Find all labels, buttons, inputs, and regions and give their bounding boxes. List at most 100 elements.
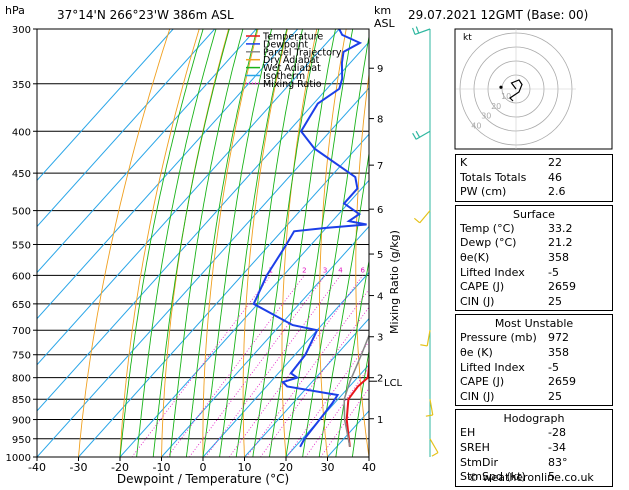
mixing-ratio-line — [132, 275, 271, 457]
mu-value: 972 — [548, 331, 608, 346]
mixing-ratio-label: 8 — [377, 266, 381, 274]
surface-value: -5 — [548, 266, 608, 281]
pressure-tick-label: 700 — [12, 326, 31, 337]
wind-barb-flag — [416, 27, 418, 34]
surface-label: Lifted Index — [460, 266, 525, 281]
axes: 300 350 400 450 500 550 600 650 700 750 800 850 900 9… — [6, 25, 403, 474]
wind-barb-flag — [416, 131, 420, 137]
km-tick-label: 4 — [377, 292, 383, 303]
mixing-ratio-label: 20 — [430, 266, 439, 274]
wind-barb-flag — [413, 28, 415, 35]
dry-adiabat-line — [162, 29, 229, 457]
temperature-tick-label: 40 — [362, 461, 376, 474]
datetime-title: 29.07.2021 12GMT (Base: 00) — [408, 8, 588, 22]
most-unstable-box: Most Unstable Pressure (mb)972 θe (K)358… — [455, 314, 613, 406]
hodo-value: -34 — [548, 441, 608, 456]
mu-row: Lifted Index -5 — [460, 361, 608, 376]
surface-title: Surface — [460, 207, 608, 222]
location-title: 37°14'N 266°23'W 386m ASL — [57, 8, 234, 22]
pressure-tick-label: 550 — [12, 240, 31, 251]
km-tick-label: 6 — [377, 205, 383, 216]
surface-value: 25 — [548, 295, 608, 310]
km-tick-label: 8 — [377, 115, 383, 126]
pressure-tick-label: 500 — [12, 207, 31, 218]
temperature-tick-label: -40 — [28, 461, 46, 474]
surface-value: 21.2 — [548, 236, 608, 251]
pressure-tick-label: 600 — [12, 271, 31, 282]
hodograph-unit: kt — [463, 33, 472, 43]
wet-adiabat-line — [236, 29, 302, 457]
index-label: K — [460, 156, 467, 171]
hodograph-ring-label: 40 — [471, 122, 481, 131]
pressure-tick-label: 400 — [12, 127, 31, 138]
wind-barb — [420, 211, 430, 223]
mixing-ratio-label: 25 — [444, 266, 453, 274]
km-tick-label: 1 — [377, 415, 383, 426]
mu-row: CAPE (J)2659 — [460, 375, 608, 390]
index-label: Totals Totals — [460, 171, 526, 186]
wind-barbs — [413, 27, 438, 457]
lcl-label: LCL — [384, 378, 403, 389]
legend-label: Mixing Ratio — [263, 79, 322, 90]
pressure-tick-label: 750 — [12, 351, 31, 362]
surface-label: CAPE (J) — [460, 280, 504, 295]
isotherm-line — [79, 29, 464, 457]
wet-adiabat-line — [120, 29, 203, 457]
wet-adiabat-line — [253, 29, 319, 457]
hodograph-ring-label: 20 — [491, 102, 501, 111]
isotherm-line — [0, 29, 298, 457]
mu-row: Pressure (mb)972 — [460, 331, 608, 346]
mu-value: 25 — [548, 390, 608, 405]
mu-label: Lifted Index — [460, 361, 525, 376]
pressure-tick-label: 650 — [12, 300, 31, 311]
hodo-value: -28 — [548, 426, 608, 441]
wind-barb-flag — [432, 453, 438, 457]
mu-label: CAPE (J) — [460, 375, 504, 390]
index-row: PW (cm) 2.6 — [460, 185, 608, 200]
hodograph-title: Hodograph — [460, 411, 608, 426]
temperature-tick-label: 30 — [321, 461, 335, 474]
pressure-tick-label: 350 — [12, 80, 31, 91]
dry-adiabat-line — [120, 29, 199, 457]
mu-value: 358 — [548, 346, 608, 361]
mixing-ratio-label: 2 — [302, 266, 306, 274]
mixing-ratio-label: 6 — [361, 266, 366, 274]
hodo-value: 83° — [548, 456, 608, 471]
hodo-label: StmDir — [460, 456, 498, 471]
mu-row: CIN (J)25 — [460, 390, 608, 405]
hodo-row: SREH-34 — [460, 441, 608, 456]
hodo-label: EH — [460, 426, 475, 441]
km-tick-label: 7 — [377, 161, 383, 172]
index-value: 2.6 — [548, 185, 608, 200]
surface-row: Temp (°C)33.2 — [460, 222, 608, 237]
wind-barb-flag — [413, 133, 417, 139]
surface-box: Surface Temp (°C)33.2 Dewp (°C)21.2 θe(K… — [455, 205, 613, 312]
wet-adiabat-line — [369, 29, 442, 457]
asl-label: ASL — [374, 17, 396, 30]
pressure-tick-label: 800 — [12, 374, 31, 385]
index-value: 22 — [548, 156, 608, 171]
mixing-ratio-label: 4 — [338, 266, 343, 274]
wind-barb — [430, 439, 438, 453]
x-axis-label: Dewpoint / Temperature (°C) — [117, 472, 289, 486]
index-label: PW (cm) — [460, 185, 506, 200]
pressure-tick-label: 850 — [12, 395, 31, 406]
mixing-ratio-label: 3 — [323, 266, 327, 274]
wind-barb-flag — [414, 218, 419, 222]
surface-row: CIN (J)25 — [460, 295, 608, 310]
surface-label: Dewp (°C) — [460, 236, 516, 251]
surface-value: 2659 — [548, 280, 608, 295]
dry-adiabat-line — [611, 29, 629, 457]
mu-row: θe (K)358 — [460, 346, 608, 361]
pressure-tick-label: 450 — [12, 169, 31, 180]
mu-value: -5 — [548, 361, 608, 376]
pressure-tick-label: 900 — [12, 416, 31, 427]
pressure-tick-label: 300 — [12, 25, 31, 36]
index-row: K 22 — [460, 156, 608, 171]
storm-motion-marker — [499, 86, 502, 89]
pressure-tick-label: 950 — [12, 435, 31, 446]
